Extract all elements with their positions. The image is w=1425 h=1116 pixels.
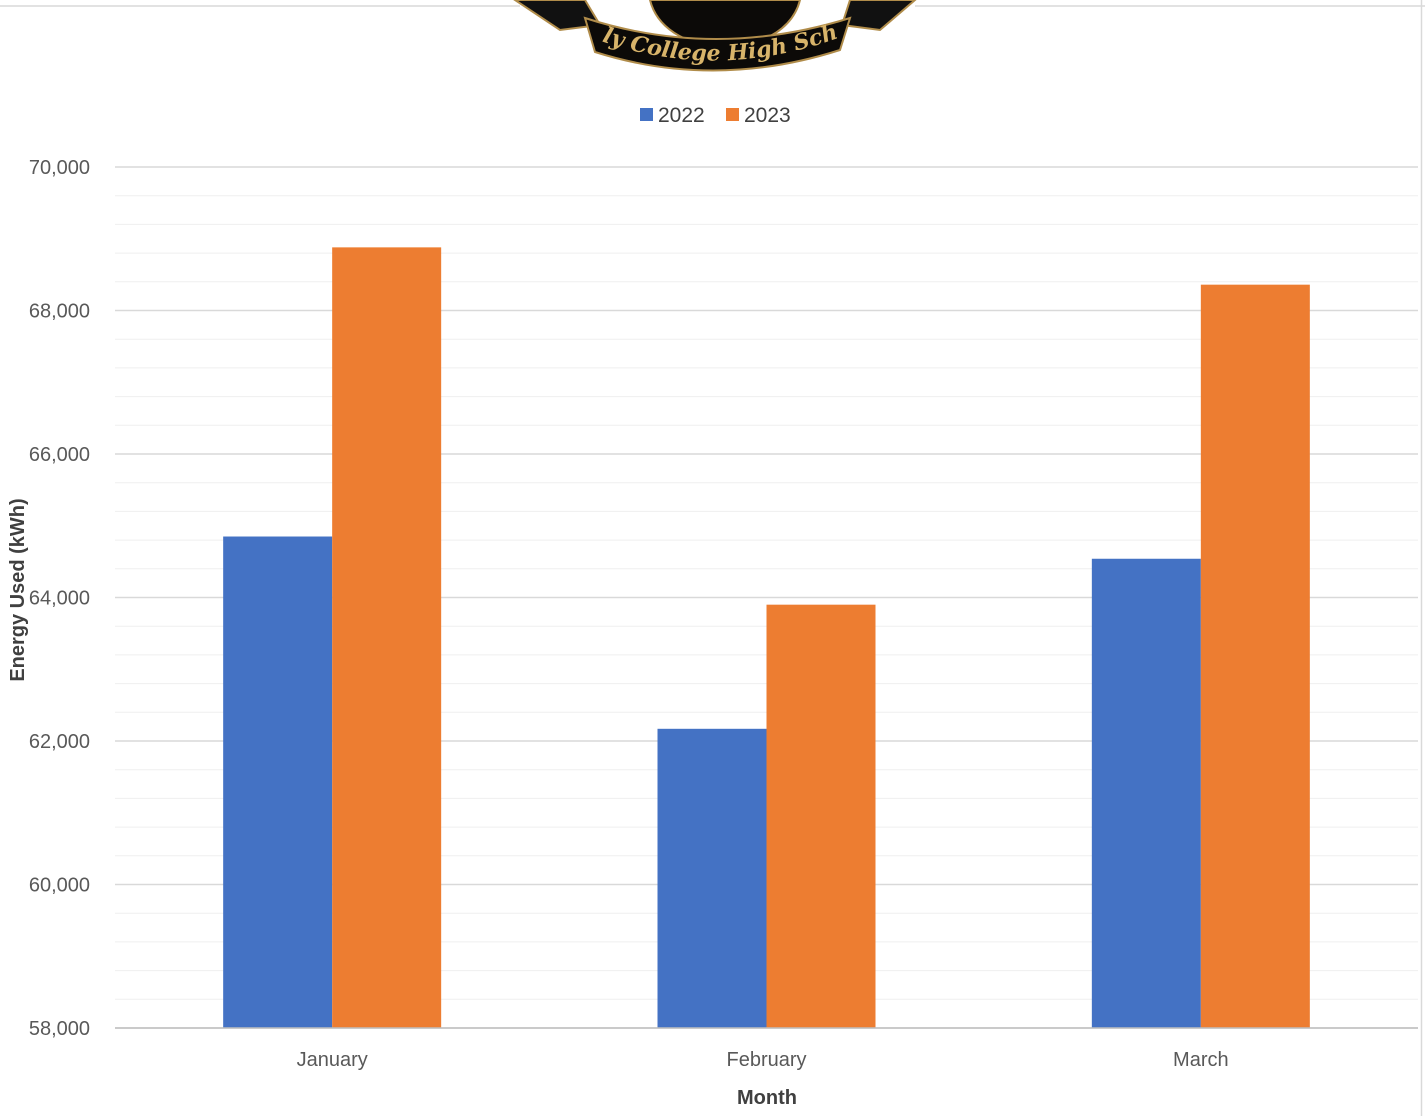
y-tick-label: 60,000 [29, 875, 90, 897]
bars [223, 247, 1310, 1029]
bar-2023-january [332, 247, 442, 1029]
y-tick-label: 58,000 [29, 1018, 90, 1040]
x-axis-tick-labels: January February March [297, 1049, 1229, 1071]
legend-swatch-2023 [726, 108, 739, 121]
y-tick-label: 66,000 [29, 444, 90, 466]
school-logo: Early College High School [0, 0, 917, 72]
chart-legend: 2022 2023 [640, 104, 791, 127]
y-axis-title: Energy Used (kWh) [7, 498, 29, 681]
logo-ribbon [583, 16, 852, 72]
y-tick-label: 64,000 [29, 588, 90, 610]
bar-2023-february [766, 604, 876, 1028]
logo-ribbon-right-tail [840, 0, 917, 32]
bar-2022-march [1091, 558, 1201, 1028]
y-tick-label: 68,000 [29, 301, 90, 323]
legend-label-2022: 2022 [658, 104, 705, 127]
x-tick-label: February [726, 1049, 806, 1071]
bar-2022-february [657, 728, 767, 1028]
y-axis-tick-labels: 58,000 60,000 62,000 64,000 66,000 68,000 70,0… [29, 157, 90, 1040]
y-tick-label: 70,000 [29, 157, 90, 179]
legend-label-2023: 2023 [744, 104, 791, 127]
x-tick-label: March [1173, 1049, 1229, 1071]
y-tick-label: 62,000 [29, 731, 90, 753]
bar-2022-january [223, 536, 333, 1028]
x-axis-title: Month [737, 1087, 797, 1109]
bar-2023-march [1200, 284, 1310, 1028]
legend-swatch-2022 [640, 108, 653, 121]
x-tick-label: January [297, 1049, 368, 1071]
